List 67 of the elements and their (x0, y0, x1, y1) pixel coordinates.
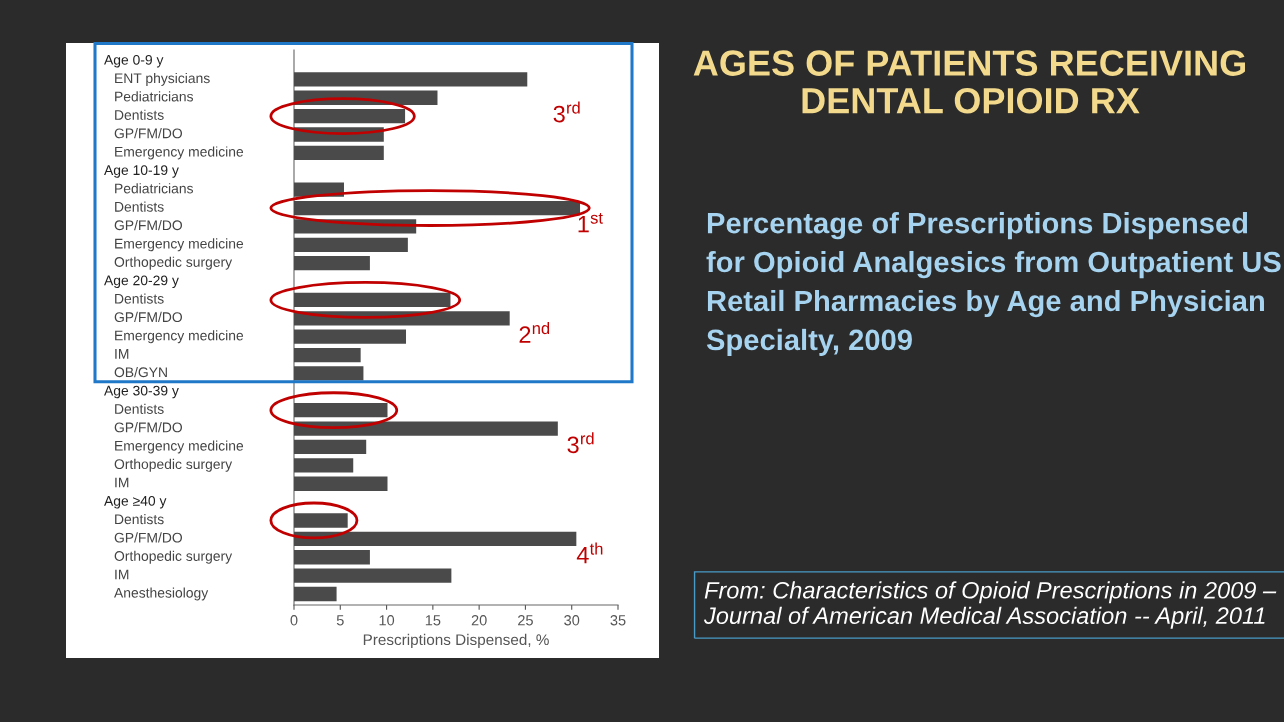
y-tick-label: Orthopedic surgery (114, 256, 233, 270)
x-tick-label: 15 (425, 615, 441, 626)
bar (294, 439, 367, 455)
bar (294, 72, 528, 87)
y-tick-label: Dentists (115, 109, 164, 120)
y-tick-label: Orthopedic surgery (114, 458, 233, 472)
x-tick-label: 35 (610, 615, 626, 626)
y-tick-label: IM (115, 569, 129, 580)
y-tick-label: Pediatricians (115, 183, 194, 194)
bar (294, 145, 384, 161)
annotation: 4$^{th}$ (576, 542, 603, 564)
x-tick-label: 5 (336, 615, 344, 626)
bar (294, 366, 364, 381)
x-tick-label: 0 (290, 615, 298, 626)
y-tick-label: Anesthesiology (114, 587, 209, 601)
bar (294, 586, 337, 602)
bar (294, 550, 370, 565)
y-tick-label: OB/GYN (114, 366, 167, 378)
bar (294, 329, 407, 344)
y-tick-label: Emergency medicine (115, 330, 244, 344)
bar (294, 403, 388, 418)
annotation: 2$^{nd}$ (519, 322, 550, 343)
text: From: Characteristics of Opioid Prescriptions in 2009 – Journal of American Medical Association -- April, 2011 (703, 581, 1277, 629)
text: Percentage of Prescriptions Dispensed for Opioid Analgesics from Outpatient US Retail Pharmacies by Age and Physician Specialty, 2009 (706, 212, 1281, 357)
x-tick-label: 25 (518, 615, 533, 626)
bar (294, 347, 361, 363)
bar (294, 531, 577, 547)
y-tick-label: Dentists (115, 513, 164, 525)
bar (294, 237, 408, 252)
y-tick-label: Emergency medicine (115, 146, 244, 160)
bar (294, 458, 354, 473)
annotation: 3$^{rd}$ (567, 432, 594, 454)
text: AGES OF PATIENTS RECEIVING DENTAL OPIOID RX (693, 50, 1245, 114)
y-tick-label: GP/FM/DO (114, 422, 183, 433)
y-tick-label: ENT physicians (115, 72, 210, 86)
text: Age 30-39 y (104, 385, 179, 399)
y-tick-label: Pediatricians (115, 91, 194, 102)
annotation: 3$^{rd}$ (553, 101, 580, 123)
text: Age ≥40 y (104, 495, 167, 509)
x-tick-label: 20 (471, 615, 487, 626)
y-tick-label: GP/FM/DO (114, 311, 183, 323)
y-tick-label: GP/FM/DO (114, 532, 183, 543)
bar (294, 421, 558, 436)
y-tick-label: Dentists (115, 403, 164, 414)
y-tick-label: IM (115, 349, 129, 359)
y-tick-label: Emergency medicine (115, 238, 244, 252)
bar (294, 256, 370, 271)
bar (294, 568, 452, 583)
y-tick-label: Emergency medicine (115, 440, 244, 454)
y-tick-label: GP/FM/DO (114, 219, 183, 231)
x-tick-label: 10 (379, 615, 395, 626)
text: Age 20-29 y (104, 275, 179, 289)
y-tick-label: IM (115, 477, 129, 488)
y-tick-label: Orthopedic surgery (114, 550, 233, 564)
x-axis-title: Prescriptions Dispensed, % (363, 633, 549, 649)
bar (294, 200, 581, 216)
y-tick-label: Dentists (115, 201, 164, 212)
text: Age 10-19 y (104, 165, 179, 178)
y-tick-label: Dentists (115, 293, 164, 304)
annotation: 1$^{st}$ (578, 212, 603, 233)
text: Age 0-9 y (104, 54, 164, 68)
bar (294, 108, 406, 124)
bar (294, 292, 451, 308)
y-tick-label: GP/FM/DO (114, 128, 183, 139)
bar (294, 476, 388, 491)
bar (294, 513, 348, 528)
x-tick-label: 30 (564, 615, 580, 626)
